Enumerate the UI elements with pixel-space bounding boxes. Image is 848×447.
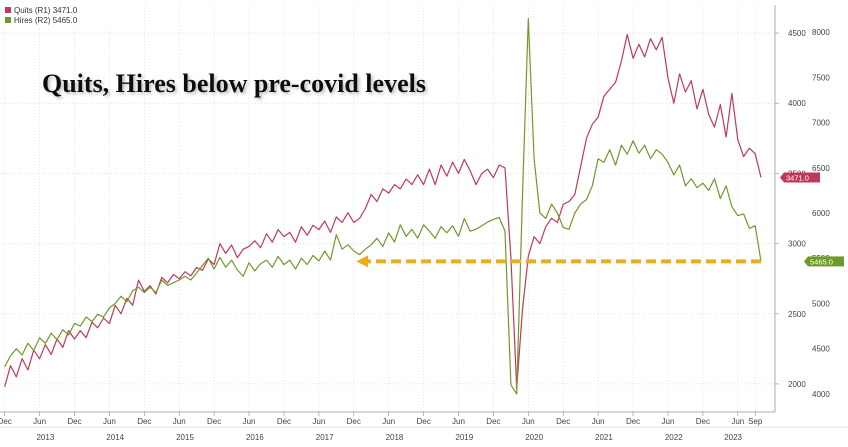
legend-label-hires: Hires (R2) 5465.0 xyxy=(14,16,78,25)
x-year-label: 2014 xyxy=(106,433,124,442)
x-tick-label: Jun xyxy=(662,417,675,426)
x-tick-label: Dec xyxy=(207,417,221,426)
last-value-badge-text: 5465.0 xyxy=(810,257,833,266)
legend-label-quits: Quits (R1) 3471.0 xyxy=(14,6,78,15)
r2-tick-label: 5000 xyxy=(812,299,830,308)
r2-tick-label: 7500 xyxy=(812,73,830,82)
x-tick-label: Dec xyxy=(696,417,710,426)
r2-tick-label: 4500 xyxy=(812,345,830,354)
x-year-label: 2013 xyxy=(36,433,54,442)
x-tick-label: Dec xyxy=(137,417,151,426)
r1-tick-label: 2500 xyxy=(788,310,806,319)
x-year-label: 2022 xyxy=(665,433,683,442)
r1-tick-label: 4000 xyxy=(788,99,806,108)
x-year-label: 2017 xyxy=(316,433,334,442)
annotation xyxy=(356,255,762,268)
legend-box xyxy=(2,2,128,29)
last-value-badge-hires xyxy=(808,256,844,267)
x-tick-label: Jun xyxy=(592,417,605,426)
x-tick-label: Jun xyxy=(173,417,186,426)
x-tick-label: Jun xyxy=(731,417,744,426)
x-tick-label: Dec xyxy=(626,417,640,426)
r2-tick-label: 4000 xyxy=(812,390,830,399)
x-year-label: 2020 xyxy=(525,433,543,442)
x-year-label: 2023 xyxy=(724,433,742,442)
series-line-hires xyxy=(4,18,762,395)
x-tick-label: Jun xyxy=(103,417,116,426)
r2-tick-label: 6500 xyxy=(812,164,830,173)
x-tick-label: Dec xyxy=(556,417,570,426)
x-tick-label: Dec xyxy=(277,417,291,426)
x-year-label: 2019 xyxy=(455,433,473,442)
x-tick-label: Dec xyxy=(416,417,430,426)
x-tick-label: Dec xyxy=(486,417,500,426)
x-year-label: 2018 xyxy=(386,433,404,442)
x-tick-label: Jun xyxy=(452,417,465,426)
r2-tick-label: 7000 xyxy=(812,119,830,128)
r1-tick-label: 2000 xyxy=(788,380,806,389)
r2-tick-label: 8000 xyxy=(812,28,830,37)
last-value-badge-quits xyxy=(784,172,820,183)
chart-title: Quits, Hires below pre-covid levels xyxy=(42,69,426,98)
r1-tick-label: 3000 xyxy=(788,240,806,249)
series-lines xyxy=(4,18,762,395)
x-year-label: 2015 xyxy=(176,433,194,442)
x-tick-label: Jun xyxy=(312,417,325,426)
last-value-badge-text: 3471.0 xyxy=(786,173,809,182)
x-tick-label: Jun xyxy=(33,417,46,426)
series-line-quits xyxy=(4,33,762,389)
grid xyxy=(0,5,775,412)
x-tick-label: Jun xyxy=(382,417,395,426)
r2-tick-label: 6000 xyxy=(812,209,830,218)
legend-swatch-quits xyxy=(5,7,11,13)
x-year-label: 2021 xyxy=(595,433,613,442)
legend: Quits (R1) 3471.0 Hires (R2) 5465.0 xyxy=(2,2,128,29)
x-tick-label: Jun xyxy=(522,417,535,426)
arrow-head-icon xyxy=(356,255,369,268)
last-value-badges: 3471.0 5465.0 xyxy=(780,172,844,267)
x-tick-label: Dec xyxy=(347,417,361,426)
badge-pointer xyxy=(780,172,784,183)
x-tick-label: Dec xyxy=(0,417,12,426)
legend-swatch-hires xyxy=(5,17,11,23)
r1-tick-label: 4500 xyxy=(788,29,806,38)
badge-pointer xyxy=(804,256,808,267)
x-tick-label: Jun xyxy=(243,417,256,426)
x-tick-label: Sep xyxy=(748,417,763,426)
x-tick-label: Dec xyxy=(67,417,81,426)
x-year-label: 2016 xyxy=(246,433,264,442)
